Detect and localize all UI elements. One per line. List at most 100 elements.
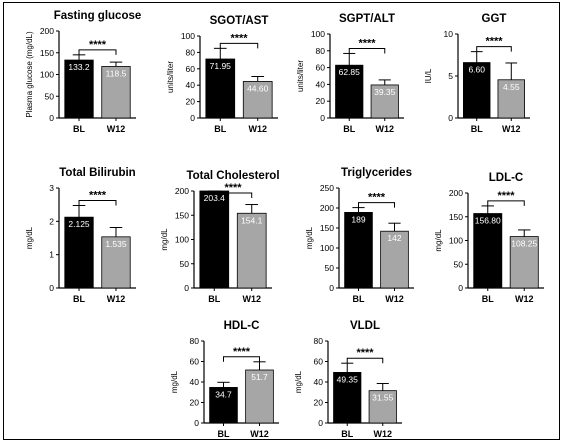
significance-label: ****: [89, 190, 107, 202]
y-axis-label: mg/dL: [434, 229, 443, 252]
y-tick-label: 100: [311, 29, 325, 39]
significance-bracket: [78, 200, 117, 206]
panel-sgot-ast: SGOT/AST 0 20 40 60 80 100 units/liter 71.95 BL 44…: [166, 15, 278, 134]
panel-title: SGPT/ALT: [339, 13, 395, 25]
x-tick-label: W12: [107, 124, 126, 134]
panel-sgpt-alt: SGPT/ALT 0 20 40 60 80 100 units/liter 62.85 BL 39…: [296, 13, 404, 134]
y-axis-label: units/liter: [166, 61, 175, 93]
data-label: 156.80: [475, 216, 501, 226]
x-tick-label: W12: [502, 124, 521, 134]
data-label: 2.125: [68, 219, 90, 229]
y-tick-label: 100: [175, 235, 189, 245]
x-tick-label: BL: [208, 294, 220, 304]
panel-title: SGOT/AST: [210, 15, 269, 27]
y-tick-label: 0: [190, 113, 195, 123]
y-tick-label: 200: [175, 186, 189, 196]
figure-frame: Fasting glucose 0 50 100 150 200 Plasma glucos…: [3, 2, 560, 440]
significance-label: ****: [356, 347, 374, 359]
y-tick-label: 40: [186, 80, 196, 90]
data-label: 51.7: [251, 372, 268, 382]
bar-bl: [462, 62, 491, 119]
y-tick-label: 200: [449, 188, 463, 198]
data-label: 49.35: [337, 374, 359, 384]
y-tick-label: 0: [329, 283, 334, 293]
data-label: 1.535: [105, 239, 127, 249]
y-tick-label: 20: [316, 96, 326, 106]
x-tick-label: BL: [343, 124, 355, 134]
data-label: 44.60: [247, 83, 269, 93]
bar-w12: [236, 212, 267, 289]
data-label: 71.95: [210, 61, 232, 71]
y-tick-label: 0: [458, 283, 463, 293]
bar-w12: [368, 390, 397, 424]
y-tick-label: 60: [186, 64, 196, 74]
y-tick-label: 0: [184, 283, 189, 293]
bar-bl: [205, 58, 236, 119]
significance-label: ****: [358, 37, 376, 49]
panel-vldl: VLDL 0 20 40 60 80 mg/dL 49.35 BL 31.55 W12 ****: [294, 320, 402, 439]
data-label: 118.5: [106, 68, 127, 78]
panel-title: Total Bilirubin: [59, 167, 135, 179]
bar-w12: [242, 81, 273, 119]
y-tick-label: 0: [49, 113, 54, 123]
x-tick-label: W12: [374, 429, 393, 439]
data-label: 4.55: [503, 82, 520, 92]
x-tick-label: W12: [242, 294, 261, 304]
significance-label: ****: [224, 182, 242, 194]
data-label: 133.2: [68, 62, 90, 72]
y-axis-label: mg/dL: [25, 226, 34, 249]
y-tick-label: 0: [320, 113, 325, 123]
y-tick-label: 0: [318, 418, 323, 428]
data-label: 62.85: [339, 67, 361, 77]
y-axis-label: IU/L: [424, 68, 433, 83]
x-tick-label: W12: [250, 429, 269, 439]
y-axis-label: mg/dL: [305, 226, 314, 249]
y-tick-label: 150: [449, 212, 463, 222]
y-tick-label: 20: [186, 97, 196, 107]
significance-label: ****: [233, 346, 251, 358]
x-tick-label: W12: [248, 124, 267, 134]
significance-label: ****: [368, 192, 386, 204]
y-tick-label: 80: [316, 46, 326, 56]
significance-bracket: [223, 356, 260, 362]
data-label: 108.25: [511, 239, 537, 249]
x-tick-label: BL: [73, 124, 85, 134]
y-tick-label: 50: [45, 91, 55, 101]
significance-bracket: [358, 202, 395, 208]
y-tick-label: 40: [316, 79, 326, 89]
y-tick-label: 20: [190, 398, 200, 408]
x-tick-label: BL: [471, 124, 483, 134]
x-tick-label: BL: [482, 294, 494, 304]
x-tick-label: W12: [385, 294, 404, 304]
panel-title: VLDL: [350, 320, 380, 332]
panel-fasting-glucose: Fasting glucose 0 50 100 150 200 Plasma glucos…: [25, 10, 141, 134]
significance-label: ****: [89, 39, 107, 51]
y-axis-label: mg/dL: [294, 370, 303, 393]
y-tick-label: 50: [325, 263, 335, 273]
x-tick-label: W12: [376, 124, 395, 134]
y-tick-label: 60: [190, 357, 200, 367]
y-tick-label: 3: [49, 183, 54, 193]
significance-bracket: [346, 357, 384, 364]
y-tick-label: 200: [40, 26, 54, 36]
y-tick-label: 150: [320, 223, 334, 233]
y-tick-label: 1: [49, 250, 54, 260]
bar-w12: [101, 66, 131, 119]
bar-bl: [199, 190, 230, 289]
y-tick-label: 50: [180, 259, 190, 269]
y-tick-label: 60: [316, 63, 326, 73]
x-tick-label: BL: [341, 429, 353, 439]
panel-title: GGT: [482, 13, 507, 25]
significance-label: ****: [230, 32, 248, 44]
y-tick-label: 40: [314, 377, 324, 387]
bar-w12: [245, 369, 274, 424]
y-tick-label: 80: [314, 336, 324, 346]
panel-title: Total Cholesterol: [186, 170, 279, 182]
data-label: 31.55: [372, 393, 394, 403]
data-label: 154.1: [241, 215, 263, 225]
y-tick-label: 150: [40, 48, 54, 58]
y-tick-label: 100: [449, 236, 463, 246]
y-tick-label: 80: [190, 336, 200, 346]
data-label: 34.7: [215, 389, 232, 399]
